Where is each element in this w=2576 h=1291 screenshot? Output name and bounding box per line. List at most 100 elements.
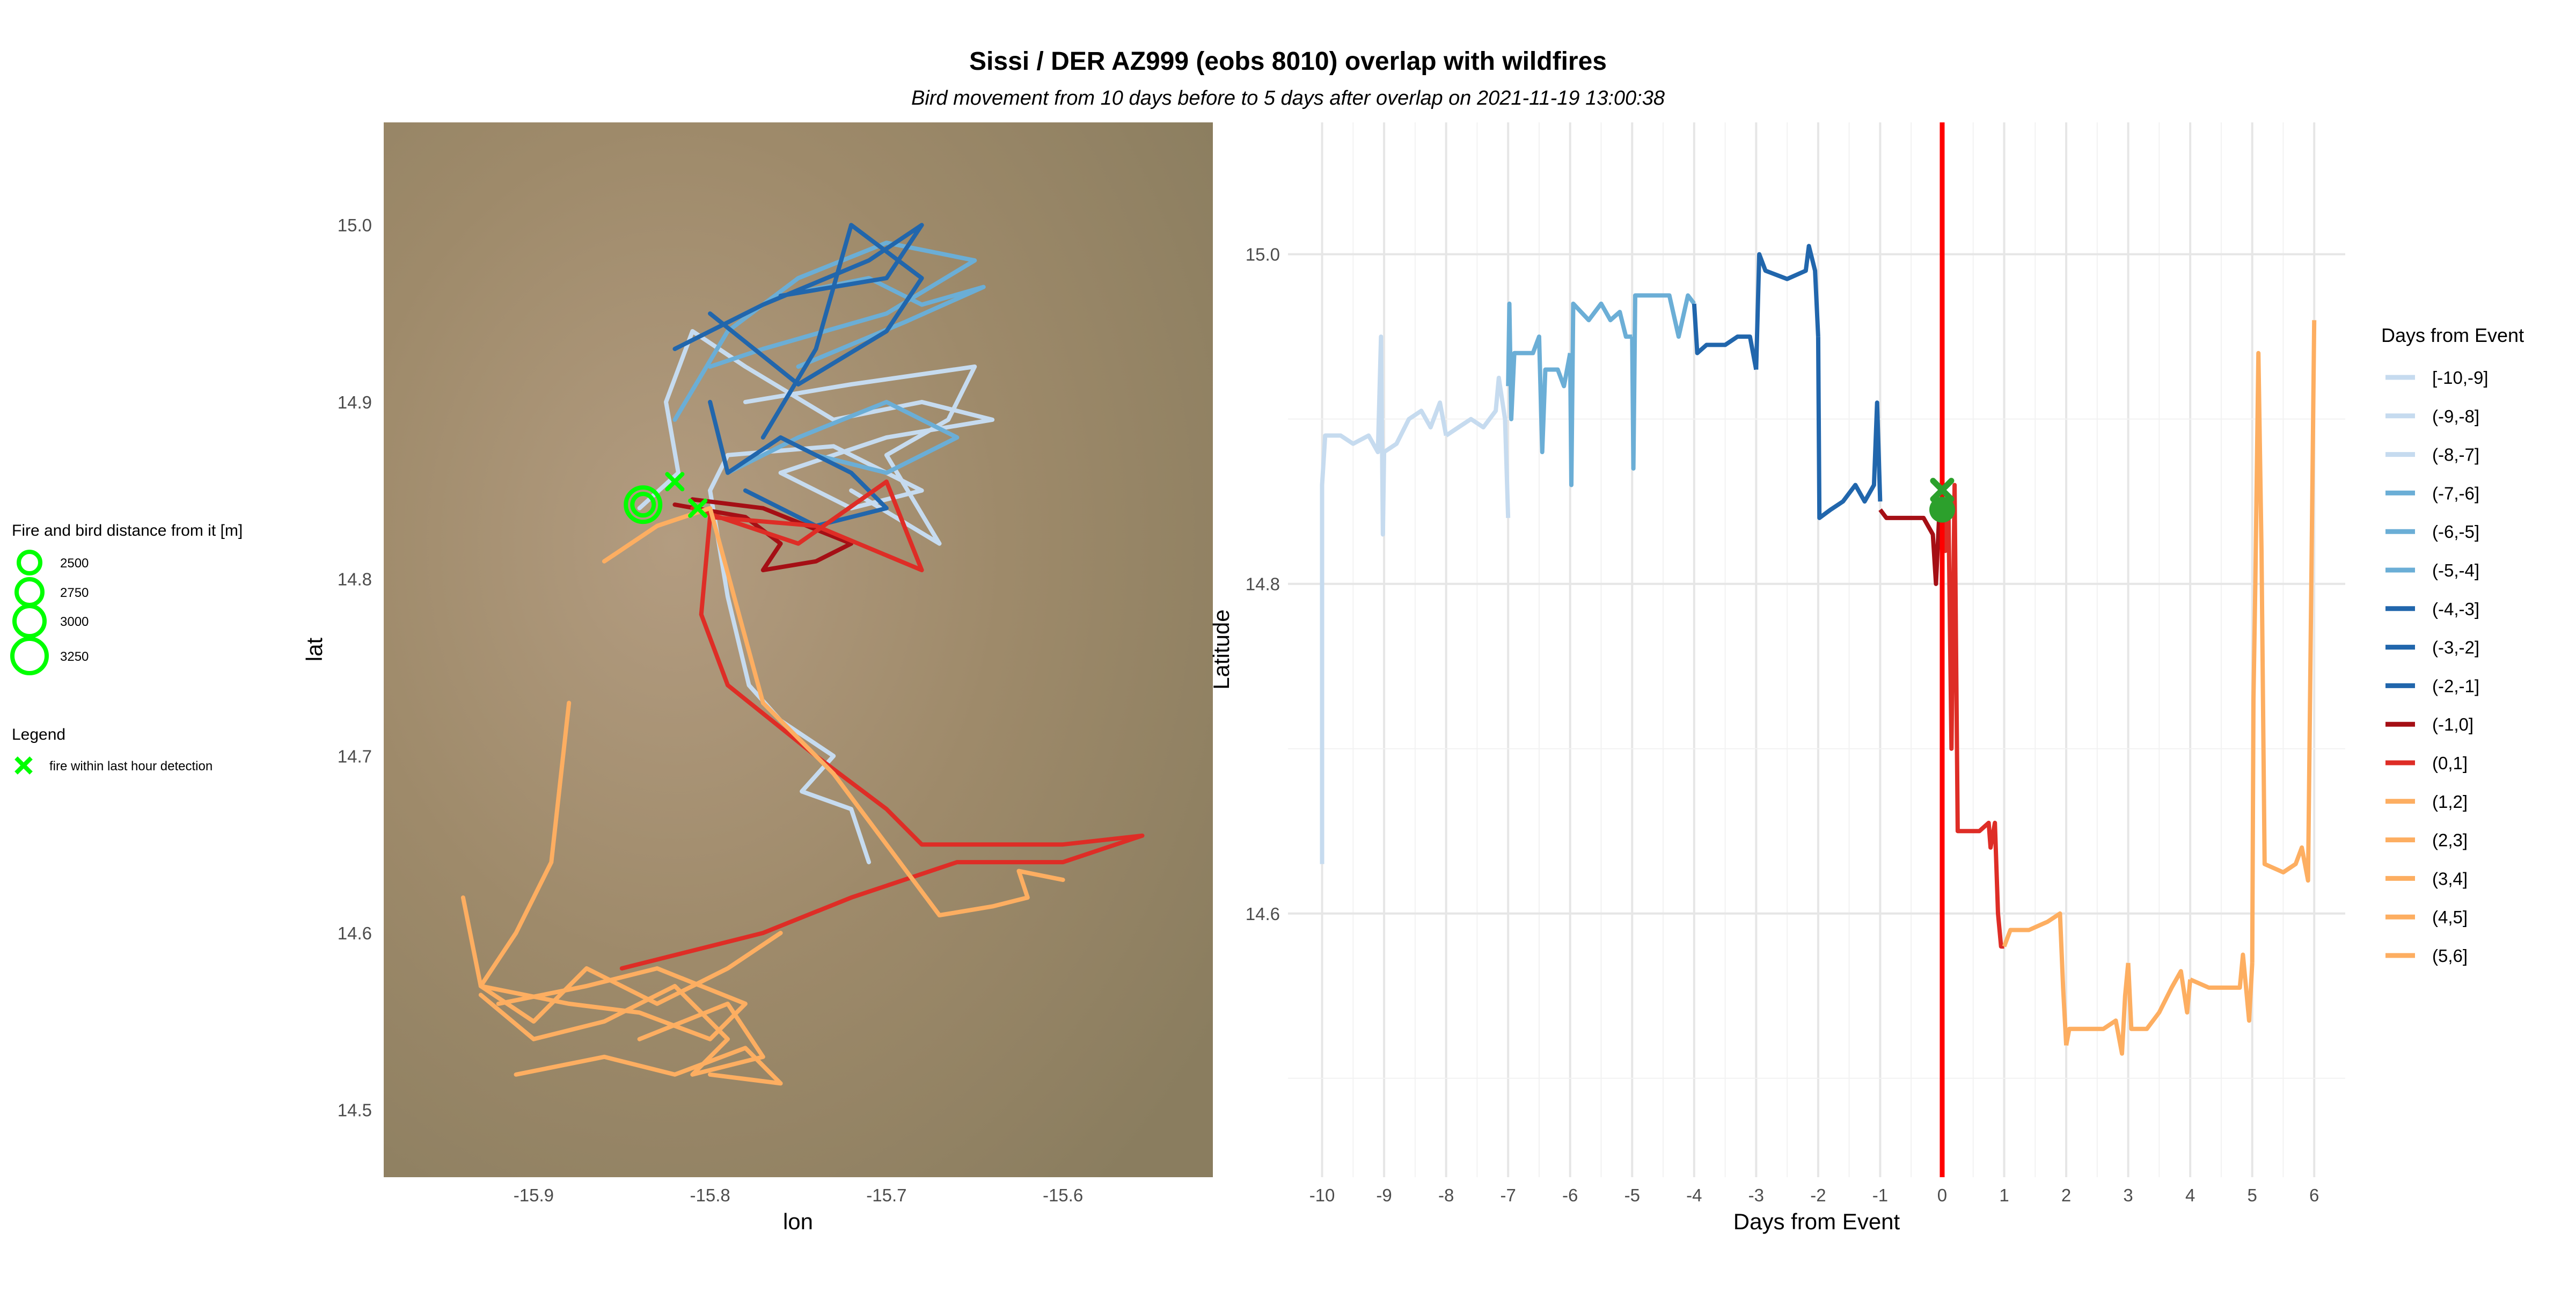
days-legend-label: (-2,-1] <box>2432 676 2479 696</box>
map-x-tick-label: -15.8 <box>690 1185 730 1205</box>
days-legend-label: (-7,-6] <box>2432 483 2479 503</box>
fire-distance-ring <box>630 492 656 518</box>
days-legend-label: (-6,-5] <box>2432 522 2479 542</box>
timeseries-markers <box>1929 122 1955 1177</box>
size-legend-circle <box>12 604 47 638</box>
size-legend-circle <box>17 550 42 575</box>
timeseries-grid: -10 -9 -8 -7 -6 -5 -4 -3 -2 -1 0 1 2 3 4 5 614.614.815.0 <box>1246 122 2345 1205</box>
ts-line-(-1,0] <box>1878 508 1944 586</box>
days-legend-label: (-1,0] <box>2432 714 2473 734</box>
ts-x-tick-label: -5 <box>1624 1185 1640 1205</box>
map-y-tick-label: 14.8 <box>338 570 372 589</box>
map-axes: -15.9 -15.8 -15.7 -15.6 14.5 14.6 14.7 14.8 14.9… <box>338 215 1083 1205</box>
map-track-(-7,-6] <box>672 240 977 422</box>
days-legend-label: (-4,-3] <box>2432 599 2479 619</box>
days-legend-label: (5,6] <box>2432 946 2468 966</box>
size-legend-circle <box>10 637 49 675</box>
marker-legend: Legend fire within last hour detection <box>12 726 213 775</box>
ts-y-axis-title: Latitude <box>1209 609 1234 689</box>
days-legend-items: [-10,-9] (-9,-8] (-8,-7] (-7,-6] (-6,-5] (-5,… <box>2385 368 2489 966</box>
size-legend-label: 3000 <box>60 615 89 629</box>
ts-line-(4,5] <box>2189 952 2255 1023</box>
ts-x-tick-label: -10 <box>1309 1185 1335 1205</box>
ts-line-(0,1] <box>1940 483 2004 949</box>
ts-x-tick-label: -8 <box>1438 1185 1454 1205</box>
size-legend-label: 3250 <box>60 650 89 664</box>
days-legend-label: (4,5] <box>2432 907 2468 927</box>
ts-x-tick-label: 0 <box>1937 1185 1947 1205</box>
size-legend-label: 2500 <box>60 556 89 571</box>
days-legend-label: (3,4] <box>2432 869 2468 888</box>
days-legend-label: (-5,-4] <box>2432 560 2479 580</box>
fire-distance-ring <box>624 485 663 524</box>
ts-x-tick-label: -7 <box>1501 1185 1516 1205</box>
size-legend-items: 2500 2750 3000 3250 <box>10 550 89 675</box>
fire-cross-marker-stroke-b <box>665 472 685 492</box>
days-legend-title: Days from Event <box>2381 324 2524 346</box>
ts-line-(-3,-2] <box>1754 244 1820 370</box>
fire-marker-key <box>14 756 33 775</box>
ts-x-tick-label: 2 <box>2061 1185 2071 1205</box>
map-y-tick-label: 14.9 <box>338 392 372 412</box>
ts-y-tick-label: 14.6 <box>1246 904 1280 924</box>
ts-line-(1,2] <box>2002 911 2069 1046</box>
ts-line-(3,4] <box>2126 962 2193 1031</box>
chart-subtitle: Bird movement from 10 days before to 5 d… <box>911 87 1665 110</box>
ts-fire-cross-marker <box>1930 478 1955 502</box>
map-y-tick-label: 15.0 <box>338 215 372 235</box>
map-x-tick-label: -15.6 <box>1043 1185 1083 1205</box>
map-track-(3,4] <box>460 895 748 1041</box>
map-track-(-3,-2] <box>708 223 924 440</box>
ts-y-tick-label: 15.0 <box>1246 245 1280 265</box>
ts-x-tick-label: 6 <box>2309 1185 2319 1205</box>
satellite-background <box>384 122 1213 1177</box>
map-y-tick-label: 14.6 <box>338 923 372 943</box>
ts-line-(-7,-6] <box>1506 301 1572 455</box>
map-panel: -15.9 -15.8 -15.7 -15.6 14.5 14.6 14.7 14.8 14.9… <box>302 122 1213 1234</box>
ts-x-tick-label: 4 <box>2185 1185 2195 1205</box>
days-legend-label: (-8,-7] <box>2432 445 2479 465</box>
fire-cross-marker <box>688 498 708 518</box>
ts-x-axis-title: Days from Event <box>1733 1209 1900 1234</box>
map-track-(2,3] <box>478 701 783 1024</box>
map-track-(5,6] <box>514 1046 783 1086</box>
days-legend-label: (0,1] <box>2432 753 2468 773</box>
map-y-axis-title: lat <box>302 637 327 661</box>
map-track-(-9,-8] <box>708 488 871 865</box>
size-legend-circle <box>14 577 45 607</box>
map-track-(-8,-7] <box>743 364 977 546</box>
size-legend-title: Fire and bird distance from it [m] <box>12 522 243 539</box>
days-legend-label: (-3,-2] <box>2432 638 2479 658</box>
size-legend-label: 2750 <box>60 586 89 600</box>
map-track-(-5,-4] <box>726 399 960 475</box>
ts-x-tick-label: -1 <box>1872 1185 1888 1205</box>
timeseries-lines <box>1320 244 2317 1056</box>
map-fire-markers <box>624 472 708 524</box>
map-x-axis-title: lon <box>783 1209 813 1234</box>
ts-x-tick-label: -9 <box>1376 1185 1392 1205</box>
ts-line-[-10,-9] <box>1320 334 1387 864</box>
ts-x-tick-label: 3 <box>2123 1185 2133 1205</box>
ts-line-(-9,-8] <box>1382 400 1448 454</box>
ts-x-tick-label: 5 <box>2248 1185 2257 1205</box>
marker-legend-label: fire within last hour detection <box>49 759 213 774</box>
map-y-tick-label: 14.5 <box>338 1100 372 1120</box>
map-tracks <box>460 223 1145 1086</box>
ts-line-(-5,-4] <box>1630 293 1696 471</box>
fire-cross-marker <box>665 472 685 492</box>
map-x-tick-label: -15.7 <box>866 1185 906 1205</box>
ts-x-tick-label: -6 <box>1562 1185 1578 1205</box>
fire-cross-marker-stroke-b <box>688 498 708 518</box>
chart-title: Sissi / DER AZ999 (eobs 8010) overlap wi… <box>969 47 1607 76</box>
ts-line-(-2,-1] <box>1816 337 1883 520</box>
map-x-tick-label: -15.9 <box>514 1185 554 1205</box>
ts-y-tick-label: 14.8 <box>1246 574 1280 594</box>
ts-fire-cross-marker-stroke-b <box>1930 478 1955 502</box>
ts-line-(2,3] <box>2064 962 2131 1056</box>
days-legend-label: (-9,-8] <box>2432 406 2479 426</box>
timeseries-panel: -10 -9 -8 -7 -6 -5 -4 -3 -2 -1 0 1 2 3 4 5 614.614.815.0… <box>1209 122 2345 1234</box>
days-legend-label: (2,3] <box>2432 830 2468 850</box>
map-y-tick-label: 14.7 <box>338 746 372 766</box>
